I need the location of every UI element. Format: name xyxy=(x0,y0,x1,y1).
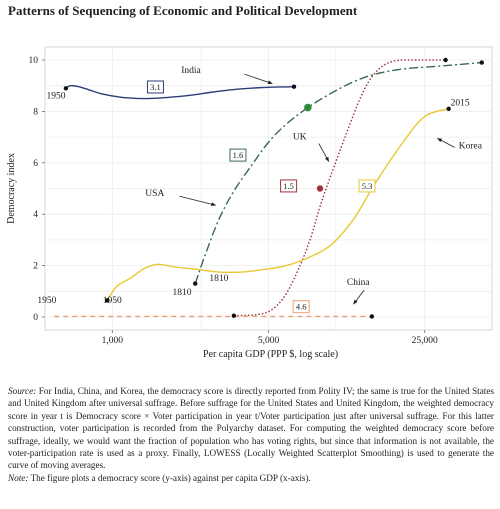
annotation-label: USA xyxy=(145,189,164,199)
growth-rate-label: 4.6 xyxy=(296,302,307,312)
annotation-label: UK xyxy=(293,133,307,143)
growth-rate-label: 3.1 xyxy=(150,82,161,92)
series-line-india xyxy=(65,84,294,100)
growth-rate-label: 5.3 xyxy=(362,181,373,191)
y-tick-label: 10 xyxy=(29,56,39,66)
y-tick-label: 8 xyxy=(33,107,38,117)
y-tick-label: 2 xyxy=(33,262,38,272)
annotation-label: India xyxy=(181,66,201,76)
annotation-label: 1810 xyxy=(172,288,191,298)
growth-rate-box xyxy=(358,179,376,193)
point-marker xyxy=(231,313,237,318)
annotation-label: 1950 xyxy=(47,92,66,102)
annotation-label: 2015 xyxy=(451,99,470,109)
point-marker xyxy=(479,60,484,65)
point-marker xyxy=(63,86,69,91)
annotation-label: 1810 xyxy=(209,274,228,284)
growth-rate-label: 1.5 xyxy=(283,181,294,191)
source-note: Source: For India, China, and Korea, the… xyxy=(8,385,494,472)
growth-rate-box xyxy=(146,80,164,94)
growth-rate-label: 1.6 xyxy=(233,150,244,160)
growth-rate-box xyxy=(292,300,310,314)
point-marker xyxy=(369,314,375,319)
y-axis-label: Democracy index xyxy=(6,153,17,224)
figure-note: Note: The figure plots a democracy score… xyxy=(8,472,494,484)
point-marker xyxy=(193,281,198,286)
annotation-label: China xyxy=(347,278,370,288)
x-tick-label: 5,000 xyxy=(258,336,280,346)
note-text: The figure plots a democracy score (y-ax… xyxy=(30,472,311,483)
chart-plot: 0 2 4 6 8 10 1,000 5,000 25,000 Per capita GDP (P… xyxy=(6,46,493,360)
x-tick-label: 25,000 xyxy=(412,336,438,346)
note-label: Note: xyxy=(8,472,29,483)
source-text: For India, China, and Korea, the democra… xyxy=(8,386,495,471)
point-marker xyxy=(446,106,451,112)
point-marker xyxy=(291,84,297,89)
annotation-label: Korea xyxy=(459,142,483,152)
label-arrow xyxy=(318,143,330,162)
x-tick-label: 1,000 xyxy=(102,336,124,346)
point-marker xyxy=(304,103,312,112)
growth-rate-box xyxy=(280,179,298,193)
label-arrow xyxy=(179,195,217,207)
point-marker xyxy=(316,185,324,192)
point-marker xyxy=(443,57,448,63)
series-line-uk xyxy=(233,59,446,317)
figure-notes: Source: For India, China, and Korea, the… xyxy=(8,385,494,484)
growth-rate-box xyxy=(229,148,247,162)
annotation-label: 1950 xyxy=(103,296,122,306)
source-label: Source: xyxy=(8,386,37,396)
y-tick-label: 6 xyxy=(33,159,38,169)
series-line-korea xyxy=(106,108,449,301)
label-arrow xyxy=(244,73,273,85)
annotation-label: 1950 xyxy=(37,296,56,306)
x-axis-label: Per capita GDP (PPP $, log scale) xyxy=(203,349,338,360)
y-tick-label: 0 xyxy=(33,313,38,323)
label-arrow xyxy=(353,289,365,305)
label-arrow xyxy=(437,138,455,148)
point-marker xyxy=(105,298,110,303)
y-tick-label: 4 xyxy=(33,210,38,220)
chart-title: Patterns of Sequencing of Economic and P… xyxy=(8,3,358,18)
